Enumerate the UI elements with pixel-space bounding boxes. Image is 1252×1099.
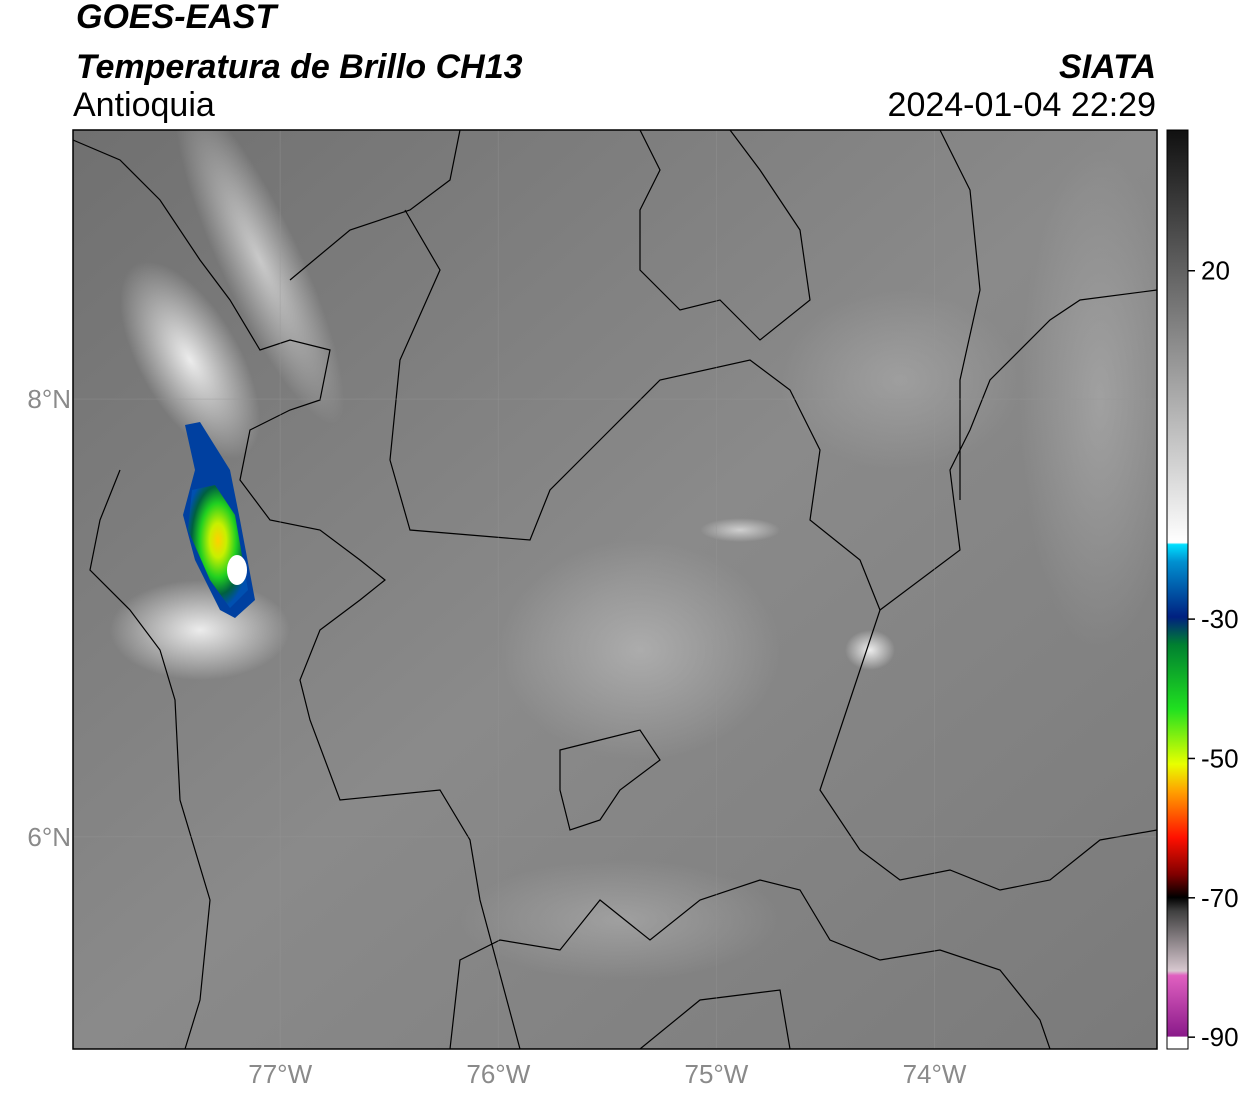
colorbar-tick-label: -70 [1201, 883, 1239, 913]
x-tick-label: 74°W [903, 1059, 967, 1089]
subtitle: Temperatura de Brillo CH13 [76, 48, 523, 86]
colorbar-tick-label: -30 [1201, 604, 1239, 634]
colorbar-tick-label: -90 [1201, 1022, 1239, 1052]
x-tick-label: 76°W [466, 1059, 530, 1089]
colorbar-tick-label: 20 [1201, 256, 1230, 286]
colorbar [1166, 129, 1189, 1050]
graticule [73, 130, 1157, 1049]
y-tick-label: 6°N [27, 822, 71, 852]
datetime: 2024-01-04 22:29 [888, 86, 1156, 124]
colorbar-tick-label: -50 [1201, 743, 1239, 773]
y-tick-label: 8°N [27, 384, 71, 414]
title: GOES-EAST [76, 0, 279, 36]
satellite-image [73, 130, 1157, 1049]
x-tick-label: 75°W [684, 1059, 748, 1089]
source: SIATA [1059, 48, 1156, 86]
region: Antioquia [73, 86, 215, 124]
map-frame [72, 129, 1158, 1050]
x-tick-label: 77°W [248, 1059, 312, 1089]
